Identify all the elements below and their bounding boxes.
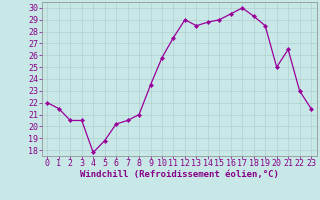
X-axis label: Windchill (Refroidissement éolien,°C): Windchill (Refroidissement éolien,°C) xyxy=(80,170,279,179)
